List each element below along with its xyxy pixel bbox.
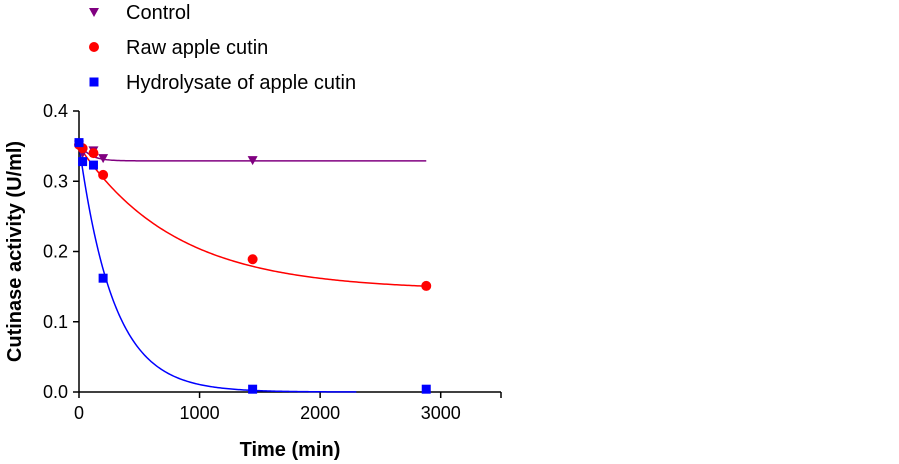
data-point-series-1	[98, 154, 109, 164]
data-point-series-3	[248, 384, 258, 394]
data-point-series-3	[78, 157, 88, 167]
legend: Control Raw apple cutin Hydrolysate of app…	[89, 2, 356, 94]
legend-marker-2	[89, 42, 99, 52]
x-ticks: 0 1000 2000 3000	[74, 392, 502, 423]
x-tick-label: 3000	[421, 403, 461, 423]
x-tick-label: 1000	[180, 403, 220, 423]
data-point-series-2	[98, 169, 109, 180]
y-tick-label: 0.1	[43, 312, 68, 332]
fit-curves	[78, 142, 427, 393]
legend-label-2: Raw apple cutin	[126, 37, 268, 59]
x-tick-label: 2000	[300, 403, 340, 423]
data-points	[74, 138, 432, 394]
fit-curve-2	[78, 145, 427, 287]
y-axis-title: Cutinase activity (U/ml)	[4, 141, 26, 362]
legend-marker-1	[89, 8, 99, 17]
fit-curve-3	[78, 144, 357, 393]
y-tick-label: 0.0	[43, 382, 68, 402]
y-ticks: 0.0 0.1 0.2 0.3 0.4	[43, 101, 79, 402]
axes: 0 1000 2000 3000 0.0 0.1 0.2 0.3 0.4	[43, 101, 502, 423]
data-point-series-1	[247, 156, 258, 166]
y-tick-label: 0.2	[43, 242, 68, 262]
data-point-series-3	[88, 160, 98, 170]
y-tick-label: 0.3	[43, 171, 68, 191]
data-point-series-3	[74, 138, 84, 148]
y-tick-label: 0.4	[43, 101, 68, 121]
legend-label-1: Control	[126, 2, 190, 24]
legend-label-3: Hydrolysate of apple cutin	[126, 72, 356, 94]
data-point-series-3	[98, 273, 108, 283]
data-point-series-2	[421, 280, 432, 291]
legend-marker-3	[89, 77, 99, 87]
data-point-series-2	[247, 254, 258, 265]
x-tick-label: 0	[74, 403, 84, 423]
x-axis-title: Time (min)	[240, 439, 341, 461]
data-point-series-3	[421, 384, 431, 394]
data-point-series-2	[88, 148, 99, 159]
